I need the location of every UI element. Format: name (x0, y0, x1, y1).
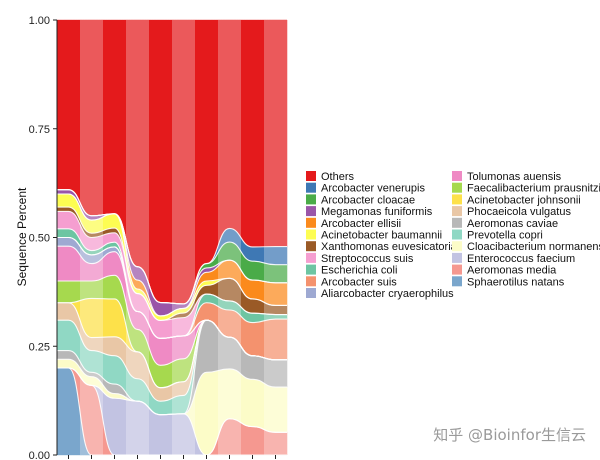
sample-stripe (218, 20, 241, 455)
layer-boundary (57, 210, 287, 322)
layer-boundary (57, 189, 287, 305)
legend-swatch-others (306, 171, 316, 181)
legend-swatch-tolumonas-auensis (452, 171, 462, 181)
legend-swatch-escherichia-coli (306, 264, 316, 275)
legend-label-faecalibacterium-prausnitzii: Faecalibacterium prausnitzii (467, 183, 600, 195)
legend-swatch-phocaeicola-vulgatus (452, 206, 462, 217)
legend-swatch-aeromonas-caviae (452, 217, 462, 228)
legend-swatch-megamonas-funiformis (306, 206, 316, 217)
legend-swatch-acinetobacter-johnsonii (452, 194, 462, 205)
legend-label-aeromonas-caviae: Aeromonas caviae (467, 218, 558, 230)
sample-stripe (264, 20, 287, 455)
legend-swatch-enterococcus-faecium (452, 252, 462, 263)
legend-label-arcobacter-ellisii: Arcobacter ellisii (321, 218, 401, 230)
legend-label-prevotella-copri: Prevotella copri (467, 230, 543, 242)
legend-swatch-arcobacter-venerupis (306, 182, 316, 193)
legend-swatch-xanthomonas-euvesicatoria (306, 241, 316, 252)
legend-label-arcobacter-venerupis: Arcobacter venerupis (321, 183, 425, 195)
legend-swatch-sphaerotilus-natans (452, 276, 462, 287)
y-tick-label: 0.75 (29, 124, 50, 136)
legend-swatch-aeromonas-media (452, 264, 462, 275)
legend-label-aeromonas-media: Aeromonas media (467, 265, 557, 277)
legend-label-sphaerotilus-natans: Sphaerotilus natans (467, 276, 565, 288)
legend-label-aliarcobacter-cryaerophilus: Aliarcobacter cryaerophilus (321, 288, 454, 300)
y-tick-label: 0.00 (29, 450, 50, 460)
sample-stripes (80, 20, 287, 455)
legend-label-acinetobacter-baumannii: Acinetobacter baumannii (321, 230, 442, 242)
legend-label-others: Others (321, 171, 355, 183)
axes: 0.00 0.25 0.50 0.75 1.00 (29, 15, 276, 460)
legend-label-acinetobacter-johnsonii: Acinetobacter johnsonii (467, 194, 581, 206)
legend-swatch-arcobacter-ellisii (306, 217, 316, 228)
legend-swatch-cloacibacterium-normanense (452, 241, 462, 252)
legend-swatch-faecalibacterium-prausnitzii (452, 182, 462, 193)
sample-stripe (172, 20, 195, 455)
legend-label-phocaeicola-vulgatus: Phocaeicola vulgatus (467, 206, 571, 218)
legend-label-tolumonas-auensis: Tolumonas auensis (467, 171, 562, 183)
legend-swatch-arcobacter-cloacae (306, 194, 316, 205)
legend-label-escherichia-coli: Escherichia coli (321, 265, 397, 277)
legend-label-streptococcus-suis: Streptococcus suis (321, 253, 414, 265)
legend-swatch-prevotella-copri (452, 229, 462, 240)
legend-swatch-arcobacter-suis (306, 276, 316, 287)
legend-swatch-aliarcobacter-cryaerophilus (306, 288, 316, 298)
legend-label-arcobacter-cloacae: Arcobacter cloacae (321, 194, 415, 206)
legend-label-arcobacter-suis: Arcobacter suis (321, 276, 397, 288)
y-tick-label: 1.00 (29, 15, 50, 27)
y-axis-title: Sequence Percent (15, 187, 29, 286)
y-tick-label: 0.50 (29, 233, 50, 245)
sample-stripe (126, 20, 149, 455)
legend-label-megamonas-funiformis: Megamonas funiformis (321, 206, 433, 218)
watermark: 知乎 @Bioinfor生信云 (433, 426, 586, 444)
legend-label-enterococcus-faecium: Enterococcus faecium (467, 253, 575, 265)
sample-stripe (80, 20, 103, 455)
y-tick-label: 0.25 (29, 341, 50, 353)
plot-area (56, 19, 288, 456)
legend-swatch-acinetobacter-baumannii (306, 229, 316, 240)
legend-label-xanthomonas-euvesicatoria: Xanthomonas euvesicatoria (321, 241, 458, 253)
legend-label-cloacibacterium-normanense: Cloacibacterium normanense (467, 241, 600, 253)
legend-swatch-streptococcus-suis (306, 252, 316, 263)
